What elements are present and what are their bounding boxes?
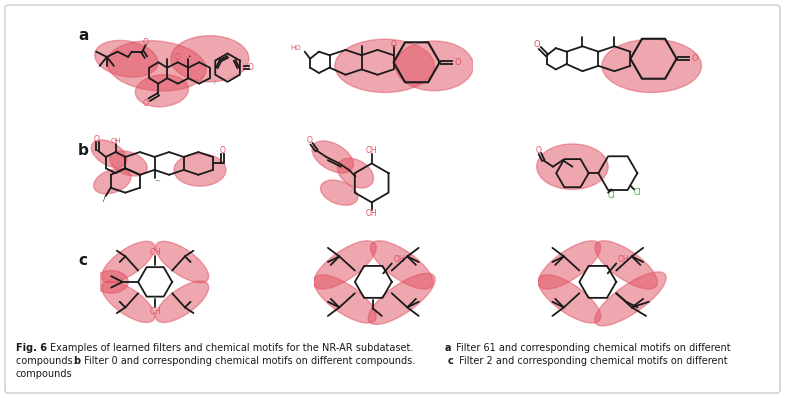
Text: Cl: Cl [633, 188, 641, 197]
Ellipse shape [94, 271, 128, 293]
Text: Filter 0 and corresponding chemical motifs on different compounds.: Filter 0 and corresponding chemical moti… [81, 356, 418, 366]
Ellipse shape [155, 281, 209, 322]
Text: OH: OH [149, 248, 161, 257]
Text: c: c [78, 253, 87, 268]
Ellipse shape [539, 241, 601, 289]
FancyBboxPatch shape [5, 5, 780, 393]
Ellipse shape [537, 144, 608, 189]
Ellipse shape [335, 39, 434, 92]
Ellipse shape [602, 39, 702, 92]
Text: OH: OH [366, 146, 378, 155]
Text: Filter 2 and corresponding chemical motifs on different: Filter 2 and corresponding chemical moti… [456, 356, 728, 366]
Ellipse shape [101, 241, 155, 283]
Ellipse shape [595, 241, 657, 289]
Text: O: O [143, 38, 149, 47]
Text: HO: HO [290, 45, 301, 51]
Text: O: O [533, 40, 539, 49]
Ellipse shape [371, 241, 433, 289]
Ellipse shape [594, 272, 666, 326]
Text: compounds.: compounds. [16, 356, 78, 366]
Ellipse shape [314, 241, 376, 289]
Text: OH: OH [618, 255, 630, 264]
Text: OH: OH [393, 255, 405, 264]
Ellipse shape [93, 169, 131, 194]
Ellipse shape [312, 141, 353, 173]
Ellipse shape [135, 74, 188, 107]
Ellipse shape [110, 151, 148, 176]
Text: /: / [214, 79, 216, 84]
Text: b: b [73, 356, 80, 366]
Text: Examples of learned filters and chemical motifs for the NR-AR subdataset.: Examples of learned filters and chemical… [50, 343, 417, 353]
Text: •: • [187, 54, 190, 59]
Text: a: a [445, 343, 451, 353]
Text: O: O [248, 63, 254, 72]
Text: OH: OH [149, 307, 161, 316]
Text: OH: OH [110, 138, 121, 144]
Text: b: b [78, 143, 89, 158]
Text: Fig. 6: Fig. 6 [16, 343, 47, 353]
Text: —: — [155, 179, 160, 184]
Ellipse shape [107, 41, 206, 91]
Text: O: O [307, 136, 313, 145]
Text: O: O [143, 99, 149, 107]
Ellipse shape [155, 241, 209, 283]
Text: O: O [93, 135, 99, 144]
Text: c: c [448, 356, 454, 366]
Ellipse shape [320, 180, 358, 205]
Text: Cl: Cl [608, 191, 615, 200]
Ellipse shape [95, 41, 158, 77]
Ellipse shape [170, 36, 249, 82]
Ellipse shape [91, 140, 127, 168]
Ellipse shape [396, 41, 473, 91]
Text: O: O [220, 146, 225, 155]
Text: OH: OH [366, 209, 378, 218]
Text: O: O [175, 53, 181, 62]
Ellipse shape [539, 275, 601, 323]
Text: compounds: compounds [16, 369, 73, 379]
Ellipse shape [101, 281, 155, 322]
Text: O: O [455, 58, 461, 67]
Text: O: O [535, 146, 542, 155]
Text: O: O [391, 40, 396, 49]
Text: O: O [691, 54, 698, 63]
Text: a: a [78, 28, 89, 43]
Text: /: / [103, 196, 105, 202]
Ellipse shape [368, 273, 435, 324]
Ellipse shape [338, 158, 374, 188]
Ellipse shape [314, 275, 376, 323]
Ellipse shape [174, 154, 226, 186]
Text: Filter 61 and corresponding chemical motifs on different: Filter 61 and corresponding chemical mot… [453, 343, 731, 353]
